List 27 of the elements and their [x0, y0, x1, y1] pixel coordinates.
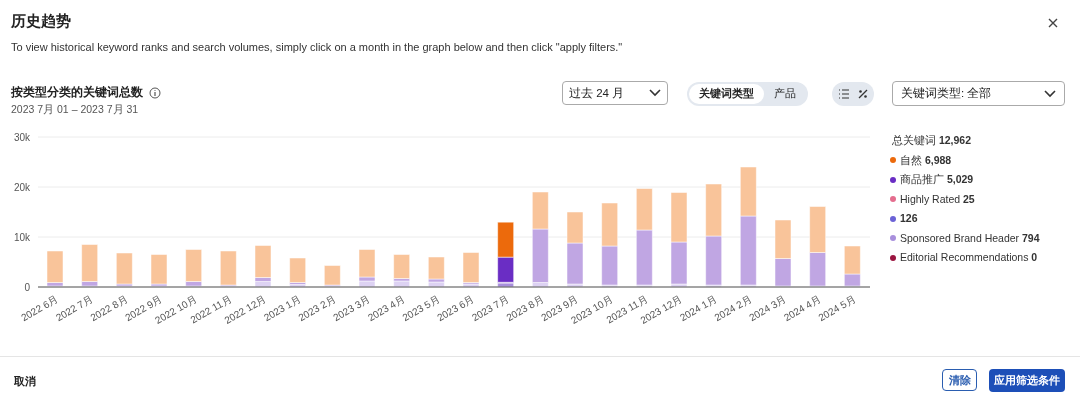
chart-subtitle: 2023 7月 01 – 2023 7月 31 [11, 103, 139, 117]
legend-label: 商品推广 [900, 173, 944, 185]
text: 取消 [14, 374, 36, 389]
text: 6,988 [924, 153, 952, 166]
text: 5,029 [946, 173, 974, 185]
text: 产品 [773, 86, 797, 101]
text: 794 [1022, 231, 1040, 244]
legend-label: 自然 [900, 153, 922, 166]
chart-title: 按类型分类的关键词总数 [11, 84, 143, 101]
text: To view historical keyword ranks and search volumes, simply click on a month in the graph below and then click "apply filters." [11, 41, 623, 53]
legend-title: 总关键词 12,962 [891, 133, 973, 148]
text: 关键词类型 [689, 84, 764, 104]
y-tick-label: 30k [13, 131, 31, 143]
y-tick-label: 20k [13, 181, 31, 193]
text: 历史趋势 [11, 12, 71, 31]
text: 过去 24 月 [569, 85, 625, 101]
text: 0 [1031, 251, 1038, 263]
legend-label: Highly Rated [900, 192, 961, 205]
y-tick-label: 0 [24, 281, 31, 293]
text: 关键词类型: 全部 [901, 86, 992, 101]
legend-label: Sponsored Brand Header [900, 231, 1020, 244]
y-tick-label: 10k [13, 231, 31, 243]
text: 应用筛选条件 [989, 369, 1065, 392]
text: 25 [963, 192, 975, 205]
legend-label: Editorial Recommendations [900, 251, 1029, 263]
text: 126 [900, 212, 918, 224]
text: 清除 [942, 369, 977, 391]
